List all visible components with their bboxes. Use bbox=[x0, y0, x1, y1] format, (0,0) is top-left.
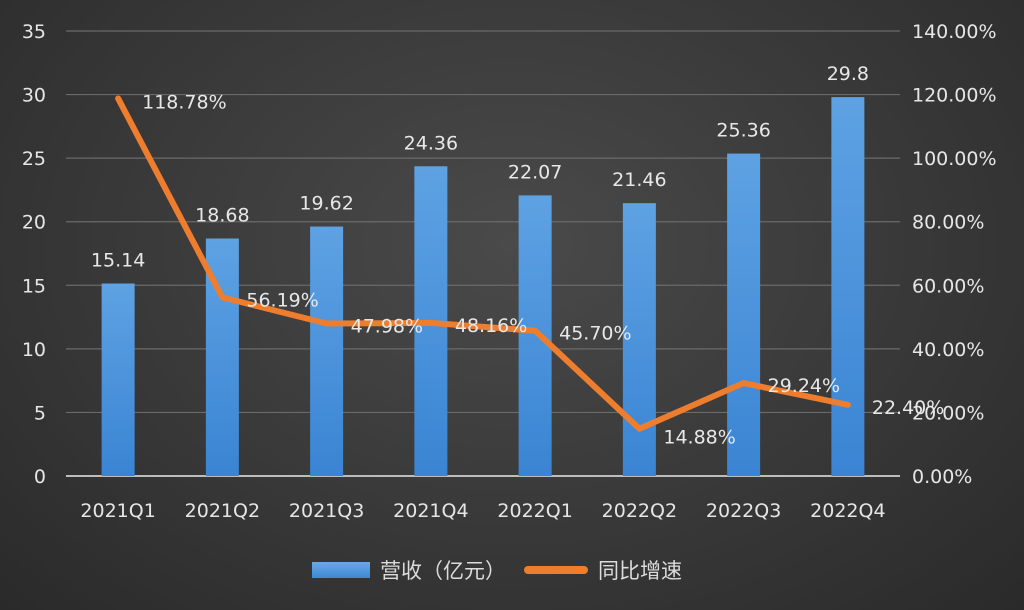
bar-data-label: 29.8 bbox=[827, 63, 869, 85]
left-axis-tick: 0 bbox=[34, 466, 46, 488]
legend: 营收（亿元） 同比增速 bbox=[312, 555, 682, 585]
bar-data-label: 21.46 bbox=[612, 169, 666, 191]
x-axis-label: 2021Q4 bbox=[393, 500, 468, 522]
legend-bar-label: 营收（亿元） bbox=[380, 559, 506, 583]
right-axis-tick: 140.00% bbox=[912, 21, 997, 43]
revenue-bar bbox=[101, 283, 135, 476]
legend-bar-swatch bbox=[312, 562, 370, 578]
right-axis-tick: 100.00% bbox=[912, 148, 997, 170]
x-axis-label: 2022Q1 bbox=[497, 500, 572, 522]
line-data-label: 22.40% bbox=[872, 397, 944, 419]
x-axis-label: 2021Q2 bbox=[185, 500, 260, 522]
left-axis-tick: 30 bbox=[22, 85, 46, 107]
line-data-label: 56.19% bbox=[246, 289, 318, 311]
left-axis-tick: 25 bbox=[22, 148, 46, 170]
x-axis-label: 2021Q3 bbox=[289, 500, 364, 522]
right-axis-tick: 60.00% bbox=[912, 275, 984, 297]
x-axis-label: 2022Q2 bbox=[602, 500, 677, 522]
left-axis-tick: 10 bbox=[22, 339, 46, 361]
line-data-label: 47.98% bbox=[351, 315, 423, 337]
line-data-label: 45.70% bbox=[559, 323, 631, 345]
left-axis-tick: 35 bbox=[22, 21, 46, 43]
line-data-label: 14.88% bbox=[663, 427, 735, 449]
x-axis-label: 2021Q1 bbox=[80, 500, 155, 522]
legend-line-swatch bbox=[524, 566, 588, 574]
revenue-bar bbox=[310, 226, 344, 476]
revenue-bar bbox=[727, 153, 761, 476]
right-axis-tick: 20.00% bbox=[912, 402, 984, 424]
legend-line-label: 同比增速 bbox=[598, 559, 682, 583]
bar-data-label: 19.62 bbox=[299, 193, 353, 215]
bar-data-label: 18.68 bbox=[195, 204, 249, 226]
left-axis-tick: 15 bbox=[22, 275, 46, 297]
right-axis-tick: 40.00% bbox=[912, 339, 984, 361]
bar-data-label: 25.36 bbox=[716, 120, 770, 142]
revenue-bar bbox=[831, 97, 865, 476]
left-axis-tick: 20 bbox=[22, 212, 46, 234]
bar-data-label: 22.07 bbox=[508, 161, 562, 183]
x-axis-label: 2022Q4 bbox=[810, 500, 885, 522]
line-data-label: 118.78% bbox=[142, 91, 227, 113]
left-axis-tick: 5 bbox=[34, 402, 46, 424]
right-axis-tick: 120.00% bbox=[912, 85, 997, 107]
line-data-label: 48.16% bbox=[455, 315, 527, 337]
bar-data-label: 24.36 bbox=[404, 132, 458, 154]
revenue-bar bbox=[518, 195, 552, 476]
line-data-label: 29.24% bbox=[768, 375, 840, 397]
right-axis-tick: 0.00% bbox=[912, 466, 972, 488]
right-axis-tick: 80.00% bbox=[912, 212, 984, 234]
growth-line bbox=[115, 95, 851, 432]
x-axis-label: 2022Q3 bbox=[706, 500, 781, 522]
bar-data-label: 15.14 bbox=[91, 250, 145, 272]
